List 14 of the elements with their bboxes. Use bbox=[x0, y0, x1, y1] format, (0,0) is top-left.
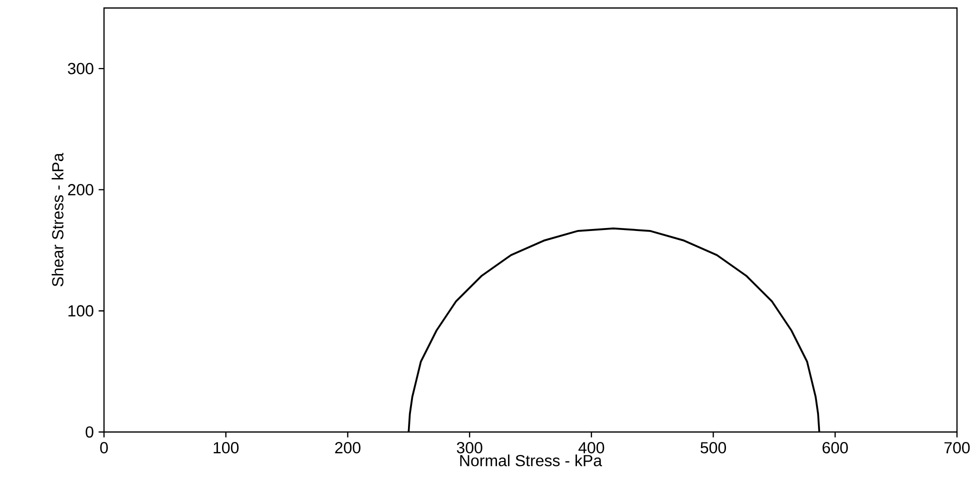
x-tick-label: 0 bbox=[100, 442, 108, 454]
y-tick-label: 100 bbox=[68, 305, 94, 316]
x-tick-label: 600 bbox=[822, 442, 848, 454]
x-tick-label: 200 bbox=[335, 442, 360, 454]
x-tick-label: 300 bbox=[456, 442, 482, 454]
x-tick-label: 400 bbox=[578, 442, 604, 454]
y-tick-label: 300 bbox=[68, 62, 94, 74]
x-tick-label: 700 bbox=[944, 442, 970, 454]
y-tick-label: 0 bbox=[86, 426, 94, 438]
x-tick-label: 500 bbox=[700, 442, 726, 454]
x-axis-title: Normal Stress - kPa bbox=[460, 454, 602, 466]
x-tick-label: 100 bbox=[214, 442, 239, 454]
y-tick-label: 200 bbox=[68, 184, 94, 196]
y-axis-title: Shear Stress - kPa bbox=[52, 152, 64, 286]
